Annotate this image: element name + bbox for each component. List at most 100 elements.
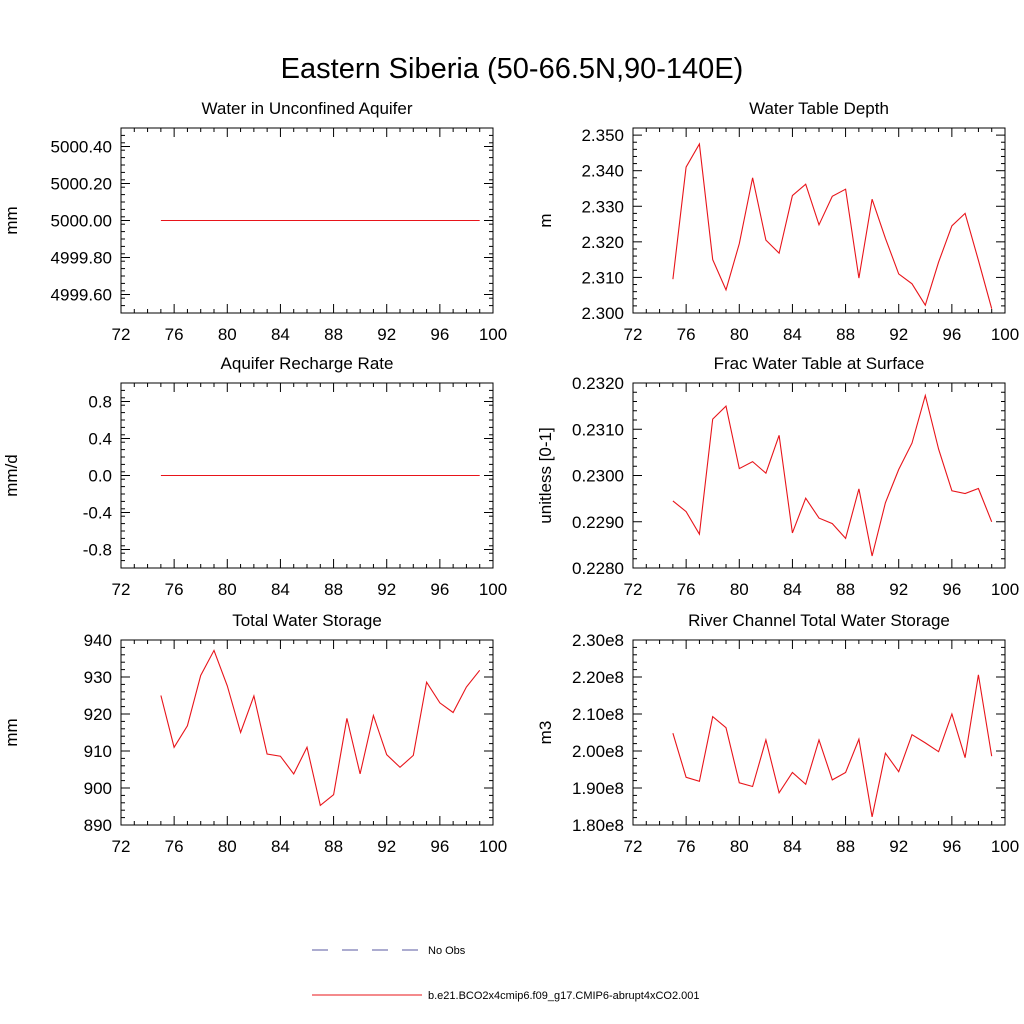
x-tick-label: 72	[112, 580, 131, 599]
x-tick-label: 84	[271, 580, 290, 599]
y-tick-label: 920	[84, 705, 112, 724]
x-tick-label: 100	[479, 837, 507, 856]
x-tick-label: 96	[942, 580, 961, 599]
y-tick-label: 5000.40	[51, 138, 112, 157]
x-tick-label: 88	[324, 325, 343, 344]
y-axis-label: mm	[2, 206, 21, 234]
series-line	[672, 142, 993, 309]
x-tick-label: 96	[942, 837, 961, 856]
panel-title: Total Water Storage	[232, 611, 382, 630]
series-line	[672, 674, 993, 818]
y-tick-label: 4999.60	[51, 286, 112, 305]
y-axis-label: m3	[536, 721, 555, 745]
chart-panel-1: Water in Unconfined Aquifer mm 72 76 80 84 88 9…	[2, 99, 507, 344]
figure-title: Eastern Siberia (50-66.5N,90-140E)	[281, 53, 744, 85]
y-tick-label: 4999.80	[51, 249, 112, 268]
panel-title: Water in Unconfined Aquifer	[201, 99, 412, 118]
panel-title: Water Table Depth	[749, 99, 889, 118]
y-tick-label: 0.8	[88, 393, 112, 412]
x-tick-label: 92	[889, 325, 908, 344]
x-tick-label: 80	[218, 580, 237, 599]
panel-title: Frac Water Table at Surface	[714, 354, 925, 373]
x-tick-label: 72	[112, 837, 131, 856]
x-tick-label: 80	[218, 837, 237, 856]
x-tick-label: 100	[479, 580, 507, 599]
y-tick-label: 2.300	[581, 304, 624, 323]
x-tick-label: 76	[677, 325, 696, 344]
x-tick-label: 100	[991, 837, 1019, 856]
x-tick-label: 100	[479, 325, 507, 344]
y-axis-label: mm/d	[2, 454, 21, 497]
x-tick-label: 80	[730, 580, 749, 599]
x-tick-label: 92	[889, 580, 908, 599]
x-tick-label: 84	[271, 837, 290, 856]
y-tick-label: 940	[84, 631, 112, 650]
y-tick-label: -0.8	[83, 541, 112, 560]
chart-panel-2: Water Table Depth m 72 76 80 84 88 92 96 100 2.300…	[536, 99, 1019, 344]
x-tick-label: 76	[165, 580, 184, 599]
y-tick-label: 930	[84, 668, 112, 687]
x-tick-label: 84	[783, 837, 802, 856]
x-tick-label: 84	[783, 580, 802, 599]
y-tick-label: 0.2290	[572, 513, 624, 532]
y-tick-label: 0.0	[88, 467, 112, 486]
x-tick-label: 76	[677, 580, 696, 599]
chart-panels: Water in Unconfined Aquifer mm 72 76 80 84 88 9…	[2, 99, 1019, 856]
x-tick-label: 80	[730, 837, 749, 856]
x-tick-label: 96	[430, 837, 449, 856]
x-tick-label: 92	[889, 837, 908, 856]
chart-panel-5: Total Water Storage mm 72 76 80 84 88 92 96 100 89…	[2, 611, 507, 856]
x-tick-label: 92	[377, 837, 396, 856]
x-tick-label: 92	[377, 325, 396, 344]
y-tick-label: 900	[84, 779, 112, 798]
plot-frame	[632, 639, 1006, 826]
y-tick-label: 1.90e8	[572, 779, 624, 798]
y-tick-label: 2.10e8	[572, 705, 624, 724]
x-tick-label: 88	[324, 580, 343, 599]
legend: No Obs b.e21.BCO2x4cmip6.f09_g17.CMIP6-a…	[312, 945, 700, 1002]
chart-panel-3: Aquifer Recharge Rate mm/d 72 76 80 84 88 92 96 1…	[2, 354, 507, 599]
x-tick-label: 76	[165, 837, 184, 856]
chart-panel-4: Frac Water Table at Surface unitless [0-1…	[536, 354, 1019, 599]
y-tick-label: 0.2310	[572, 420, 624, 439]
legend-model-run-label: b.e21.BCO2x4cmip6.f09_g17.CMIP6-abrupt4x…	[428, 990, 700, 1002]
y-axis-label: mm	[2, 718, 21, 746]
x-tick-label: 72	[112, 325, 131, 344]
y-tick-label: 910	[84, 742, 112, 761]
y-axis-label: m	[536, 213, 555, 227]
y-tick-label: 5000.20	[51, 175, 112, 194]
x-tick-label: 96	[430, 325, 449, 344]
x-tick-label: 80	[218, 325, 237, 344]
panel-title: River Channel Total Water Storage	[688, 611, 950, 630]
x-tick-label: 72	[624, 837, 643, 856]
series-line	[160, 649, 481, 807]
y-tick-label: 0.2300	[572, 467, 624, 486]
x-tick-label: 80	[730, 325, 749, 344]
panel-title: Aquifer Recharge Rate	[221, 354, 394, 373]
y-tick-label: 2.330	[581, 197, 624, 216]
y-tick-label: 2.20e8	[572, 668, 624, 687]
x-tick-label: 84	[271, 325, 290, 344]
y-tick-label: 1.80e8	[572, 816, 624, 835]
y-tick-label: 0.4	[88, 430, 112, 449]
y-tick-label: 2.00e8	[572, 742, 624, 761]
y-tick-label: 890	[84, 816, 112, 835]
x-tick-label: 72	[624, 325, 643, 344]
y-tick-label: 5000.00	[51, 212, 112, 231]
x-tick-label: 96	[942, 325, 961, 344]
y-axis-label: unitless [0-1]	[536, 427, 555, 523]
x-tick-label: 92	[377, 580, 396, 599]
y-tick-label: 2.310	[581, 268, 624, 287]
legend-no-obs-label: No Obs	[428, 945, 466, 957]
x-tick-label: 100	[991, 325, 1019, 344]
x-tick-label: 96	[430, 580, 449, 599]
series-line	[672, 393, 993, 557]
plot-frame	[632, 127, 1006, 314]
y-tick-label: 0.2280	[572, 559, 624, 578]
x-tick-label: 76	[165, 325, 184, 344]
y-tick-label: 2.340	[581, 162, 624, 181]
y-tick-label: -0.4	[83, 504, 112, 523]
y-tick-label: 0.2320	[572, 374, 624, 393]
x-tick-label: 100	[991, 580, 1019, 599]
